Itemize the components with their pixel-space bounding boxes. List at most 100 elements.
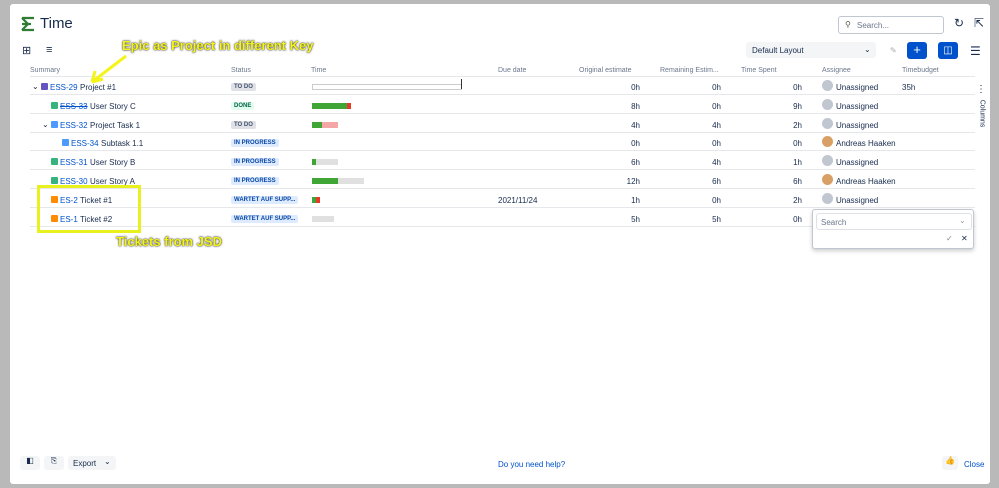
popup-arrow: ⌄ bbox=[959, 216, 966, 225]
spent-cell: 1h bbox=[793, 158, 802, 168]
time-bar-segment bbox=[312, 102, 347, 109]
assignee: Unassigned bbox=[836, 83, 879, 92]
clipboard-button[interactable]: ⎘ bbox=[44, 456, 64, 470]
issue-icon bbox=[51, 195, 58, 203]
row-line bbox=[30, 188, 975, 189]
structure-button[interactable]: ⊞ bbox=[22, 45, 32, 57]
time-bar-segment bbox=[338, 178, 364, 184]
spent-cell: 9h bbox=[793, 101, 802, 111]
columns-tab[interactable]: Columns bbox=[978, 99, 986, 128]
header-line bbox=[30, 76, 975, 77]
feedback-button[interactable]: 👍 bbox=[942, 456, 958, 470]
time-bar-segment bbox=[312, 196, 316, 203]
issue-summary: User Story A bbox=[90, 177, 135, 186]
layout-select[interactable]: Default Layout ⌄ bbox=[746, 42, 876, 58]
assignee: Andreas Haaken bbox=[836, 177, 896, 186]
status-lozenge: IN PROGRESS bbox=[231, 177, 279, 185]
column-header: Time bbox=[311, 67, 327, 74]
time-bar-segment bbox=[312, 159, 316, 166]
time-bar-segment bbox=[312, 178, 338, 184]
spent-cell: 0h bbox=[793, 139, 802, 149]
expand-toggle[interactable]: ⌄ bbox=[32, 82, 39, 91]
popup-search-placeholder: Search bbox=[821, 218, 847, 227]
spent-cell: 2h bbox=[793, 195, 802, 205]
hierarchy-button[interactable]: ◫ bbox=[938, 42, 958, 59]
help-link[interactable]: Do you need help? bbox=[498, 460, 566, 469]
status-lozenge: IN PROGRESS bbox=[231, 158, 279, 167]
collapse-button[interactable]: ⇱ bbox=[974, 16, 985, 30]
status-lozenge: IN PROGRESS bbox=[231, 139, 279, 148]
time-bar-segment bbox=[322, 121, 338, 128]
issue-key[interactable]: ESS-29 bbox=[50, 83, 78, 92]
search-box[interactable]: ⚲ Search... bbox=[838, 16, 944, 34]
assignee: Unassigned bbox=[836, 120, 879, 130]
timebudget: 35h bbox=[902, 83, 916, 92]
dialog: Time ⚲ Search... ↻ ⇱ ⊞ ≡ Default Layout … bbox=[10, 4, 990, 484]
expand-toggle[interactable]: ⌄ bbox=[42, 119, 49, 129]
annotation-box bbox=[37, 185, 141, 233]
avatar bbox=[822, 174, 833, 185]
status-lozenge: TO DO bbox=[231, 120, 256, 129]
popup-confirm[interactable]: ✓ bbox=[946, 234, 953, 243]
issue-key[interactable]: ES-2 bbox=[60, 195, 78, 205]
avatar bbox=[822, 98, 833, 110]
export-button[interactable]: Export ⌄ bbox=[68, 456, 116, 470]
row-line bbox=[30, 131, 975, 133]
status-lozenge: WARTET AUF SUPP... bbox=[231, 195, 299, 204]
app-title: Time bbox=[40, 15, 73, 32]
dropdown-arrow: ⌄ bbox=[864, 45, 871, 54]
original-cell: 12h bbox=[626, 177, 640, 186]
issue-key[interactable]: ESS-32 bbox=[60, 120, 88, 130]
refresh-button[interactable]: ↻ bbox=[954, 16, 965, 30]
remaining-cell: 0h bbox=[712, 101, 721, 111]
status-lozenge: DONE bbox=[231, 101, 255, 110]
app-icon bbox=[21, 16, 34, 32]
issue-icon bbox=[51, 177, 58, 184]
issue-summary: User Story C bbox=[90, 101, 136, 111]
time-bar-marker bbox=[461, 79, 462, 89]
issue-key[interactable]: ESS-34 bbox=[71, 139, 99, 149]
remaining-cell: 0h bbox=[712, 139, 721, 149]
popup-search[interactable]: Search ⌄ bbox=[816, 213, 972, 230]
close-link[interactable]: Close bbox=[964, 460, 985, 469]
menu-button[interactable]: ☰ bbox=[970, 44, 981, 58]
export-label: Export bbox=[73, 459, 97, 468]
assignee-popup: Search ⌄ ✓ ✕ bbox=[812, 209, 974, 249]
column-header: Summary bbox=[30, 67, 60, 74]
row-line bbox=[30, 94, 975, 95]
remaining-cell: 4h bbox=[712, 158, 721, 168]
issue-summary: Ticket #1 bbox=[80, 195, 113, 205]
time-bar-segment bbox=[347, 102, 351, 109]
remaining-cell: 0h bbox=[712, 195, 721, 205]
issue-key[interactable]: ESS-30 bbox=[60, 177, 88, 186]
original-cell: 0h bbox=[631, 83, 640, 92]
edit-button[interactable]: ✎ bbox=[890, 46, 897, 55]
issue-summary: Project #1 bbox=[80, 83, 117, 92]
issue-key[interactable]: ESS-31 bbox=[60, 158, 88, 168]
issue-summary: Project Task 1 bbox=[90, 120, 141, 130]
spent-cell: 2h bbox=[793, 120, 802, 130]
spent-cell: 6h bbox=[793, 177, 802, 186]
issue-key[interactable]: ESS-33 bbox=[60, 101, 88, 111]
column-header: Remaining Estim... bbox=[660, 67, 719, 74]
row-line bbox=[30, 169, 975, 171]
column-header: Timebudget bbox=[902, 67, 939, 74]
spent-cell: 0h bbox=[793, 214, 802, 224]
add-button[interactable]: + bbox=[907, 42, 927, 59]
annotation-arrow bbox=[90, 54, 127, 84]
issue-icon bbox=[51, 158, 58, 166]
filter-button[interactable]: ≡ bbox=[46, 44, 53, 56]
popup-cancel[interactable]: ✕ bbox=[961, 234, 968, 243]
issue-key[interactable]: ES-1 bbox=[60, 214, 78, 224]
panel-button[interactable]: ◧ bbox=[20, 456, 40, 470]
columns-icon: ⋮ bbox=[976, 84, 986, 95]
issue-icon bbox=[62, 139, 69, 147]
remaining-cell: 6h bbox=[712, 177, 721, 186]
spent-cell: 0h bbox=[793, 83, 802, 92]
avatar bbox=[822, 117, 833, 129]
original-cell: 4h bbox=[631, 120, 640, 130]
annotation: Epic as Project in different Key bbox=[122, 38, 314, 53]
column-header: Status bbox=[231, 67, 251, 74]
original-cell: 5h bbox=[631, 214, 640, 224]
